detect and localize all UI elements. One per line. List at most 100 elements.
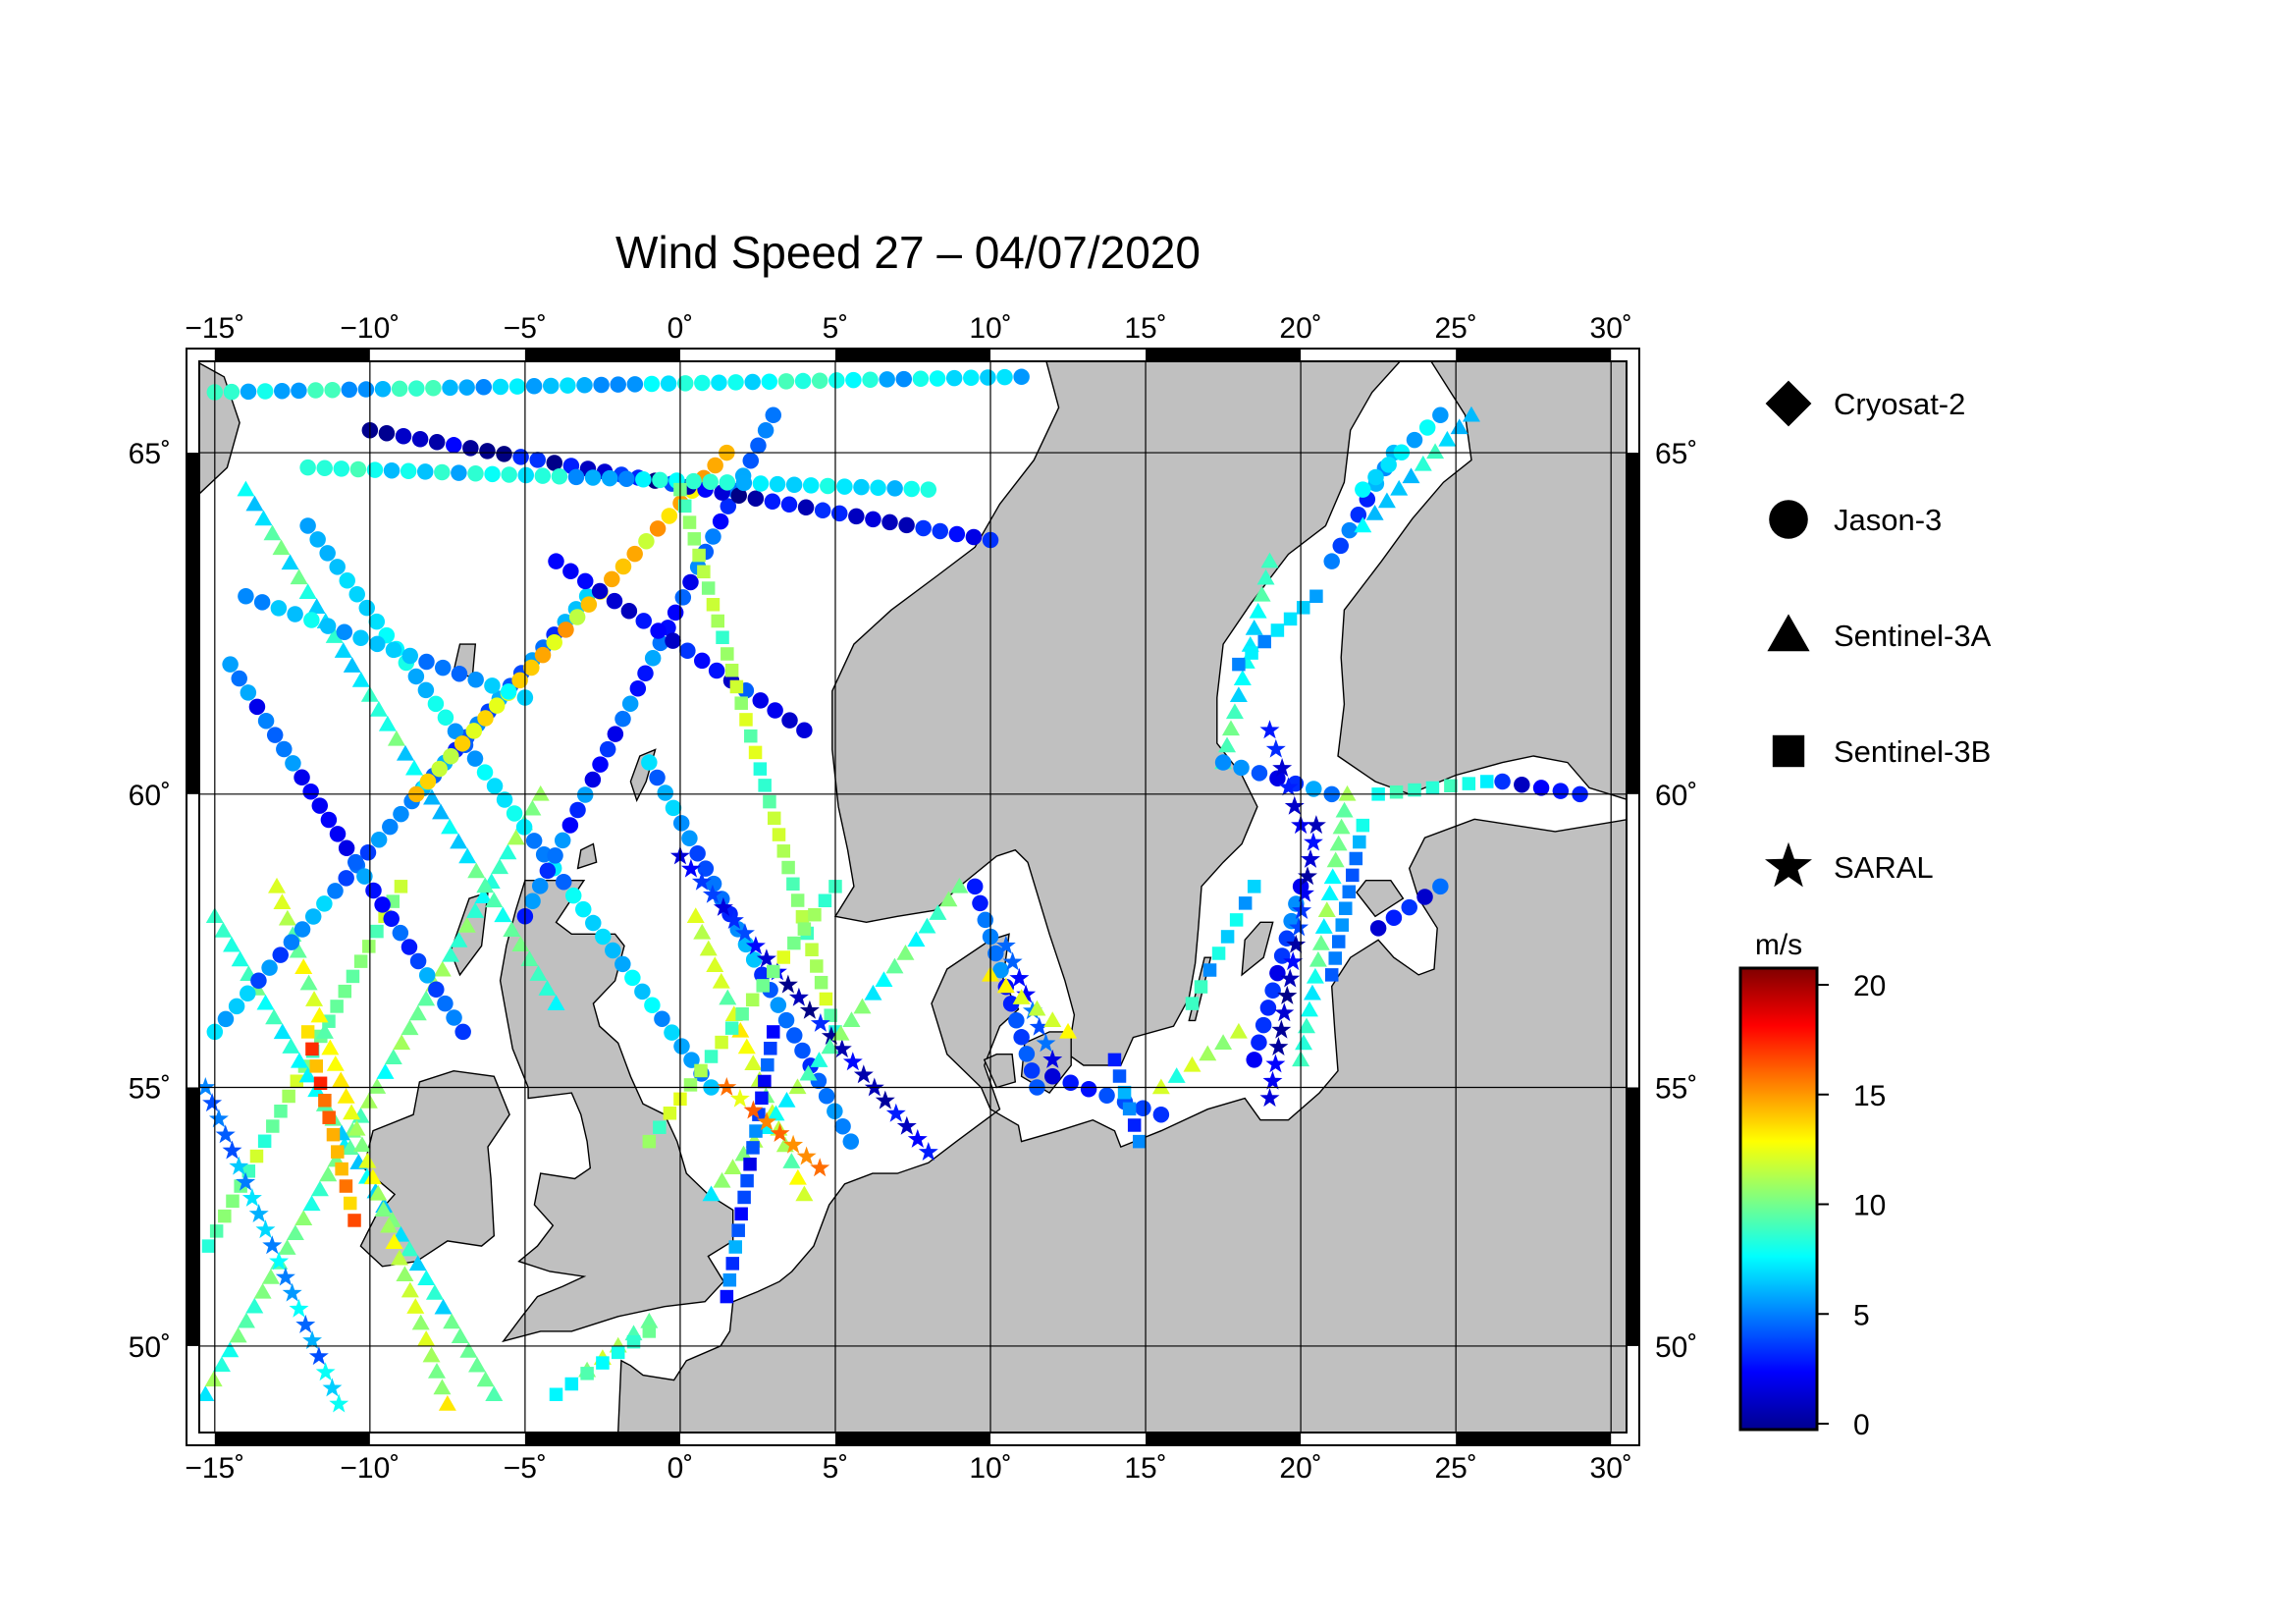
wind-point [1246, 1052, 1262, 1068]
wind-point [501, 466, 517, 483]
wind-point [309, 531, 326, 548]
wind-point [245, 495, 264, 512]
wind-point [963, 369, 980, 387]
wind-point [479, 443, 496, 460]
wind-point [450, 931, 468, 947]
wind-point [485, 892, 504, 908]
wind-point [818, 893, 832, 908]
wind-point [432, 803, 451, 820]
wind-point [240, 985, 256, 1002]
wind-point [654, 1010, 670, 1027]
wind-point [1229, 686, 1248, 703]
wind-point [827, 1103, 843, 1120]
wind-point [272, 947, 289, 963]
wind-point [466, 902, 485, 918]
track-sentinel-3b [673, 482, 842, 1039]
wind-point [828, 372, 845, 389]
wind-point [704, 1050, 719, 1063]
wind-point [580, 596, 598, 613]
wind-point [450, 833, 468, 849]
lat-tick-label-right: 65˚ [1655, 438, 1697, 470]
wind-point [853, 1064, 874, 1084]
wind-point [1328, 951, 1342, 965]
wind-point [333, 460, 350, 477]
wind-point [1255, 1016, 1272, 1034]
wind-point [368, 613, 386, 630]
wind-point [348, 585, 365, 603]
wind-point [739, 713, 753, 727]
wind-point [214, 922, 233, 938]
wind-point [1402, 467, 1420, 484]
wind-point [795, 910, 810, 924]
wind-point [676, 375, 694, 392]
wind-point [794, 372, 812, 390]
wind-point [441, 818, 459, 835]
wind-point [734, 1207, 748, 1221]
graticule [199, 361, 1627, 1433]
wind-point [282, 1089, 295, 1104]
wind-point [1284, 795, 1305, 815]
wind-point [699, 940, 718, 956]
wind-point [454, 1023, 471, 1041]
wind-point [1059, 1022, 1078, 1039]
wind-point [1385, 909, 1403, 926]
track-sentinel-3b [1185, 880, 1261, 1010]
wind-point [842, 1052, 863, 1071]
wind-point [411, 431, 429, 448]
wind-point [715, 1035, 728, 1050]
wind-point [338, 839, 355, 857]
wind-point [316, 460, 333, 477]
wind-point [240, 383, 257, 401]
wind-point [1080, 1081, 1097, 1098]
wind-point [749, 1124, 763, 1138]
wind-point [728, 1240, 742, 1254]
wind-point [524, 893, 541, 910]
wind-point [896, 945, 915, 960]
wind-point [274, 382, 291, 400]
wind-point [895, 370, 913, 388]
frame-bar-top [524, 349, 680, 361]
wind-point [465, 723, 483, 739]
wind-point [898, 516, 915, 534]
legend-item-sentinel-3b: Sentinel-3B [1772, 734, 1991, 769]
wind-point [437, 995, 454, 1012]
wind-point [356, 868, 373, 885]
wind-point [291, 382, 307, 400]
wind-point [635, 471, 652, 488]
wind-point [458, 847, 477, 864]
wind-point [547, 847, 563, 864]
wind-point [256, 383, 274, 400]
legend-label: Cryosat-2 [1834, 387, 1965, 421]
wind-point [664, 1024, 680, 1041]
wind-point [842, 1133, 860, 1150]
wind-point [1365, 504, 1384, 520]
legend-label: Sentinel-3B [1834, 734, 1991, 769]
wind-point [222, 656, 239, 673]
wind-point [687, 532, 702, 546]
wind-point [380, 1217, 399, 1233]
wind-point [308, 1346, 329, 1366]
wind-point [305, 991, 324, 1006]
wind-point [458, 379, 475, 396]
wind-point [1355, 481, 1371, 498]
wind-point [1332, 818, 1351, 835]
wind-point [745, 936, 766, 955]
wind-point [442, 946, 460, 962]
frame-bar-top [1456, 349, 1612, 361]
lon-tick-label-top: 25˚ [1434, 312, 1476, 345]
wind-point [291, 1052, 309, 1068]
wind-point [1298, 866, 1317, 886]
wind-point [772, 828, 786, 841]
wind-point [1280, 968, 1301, 988]
lon-tick-label-bottom: 15˚ [1124, 1452, 1166, 1485]
wind-point [390, 1249, 408, 1266]
wind-point [788, 1168, 807, 1185]
track-jason-3 [516, 406, 782, 925]
wind-point [231, 950, 249, 967]
wind-point [786, 877, 800, 892]
wind-point [338, 870, 354, 887]
wind-point [1295, 1034, 1313, 1051]
wind-point [416, 463, 434, 480]
wind-point [1346, 868, 1360, 883]
